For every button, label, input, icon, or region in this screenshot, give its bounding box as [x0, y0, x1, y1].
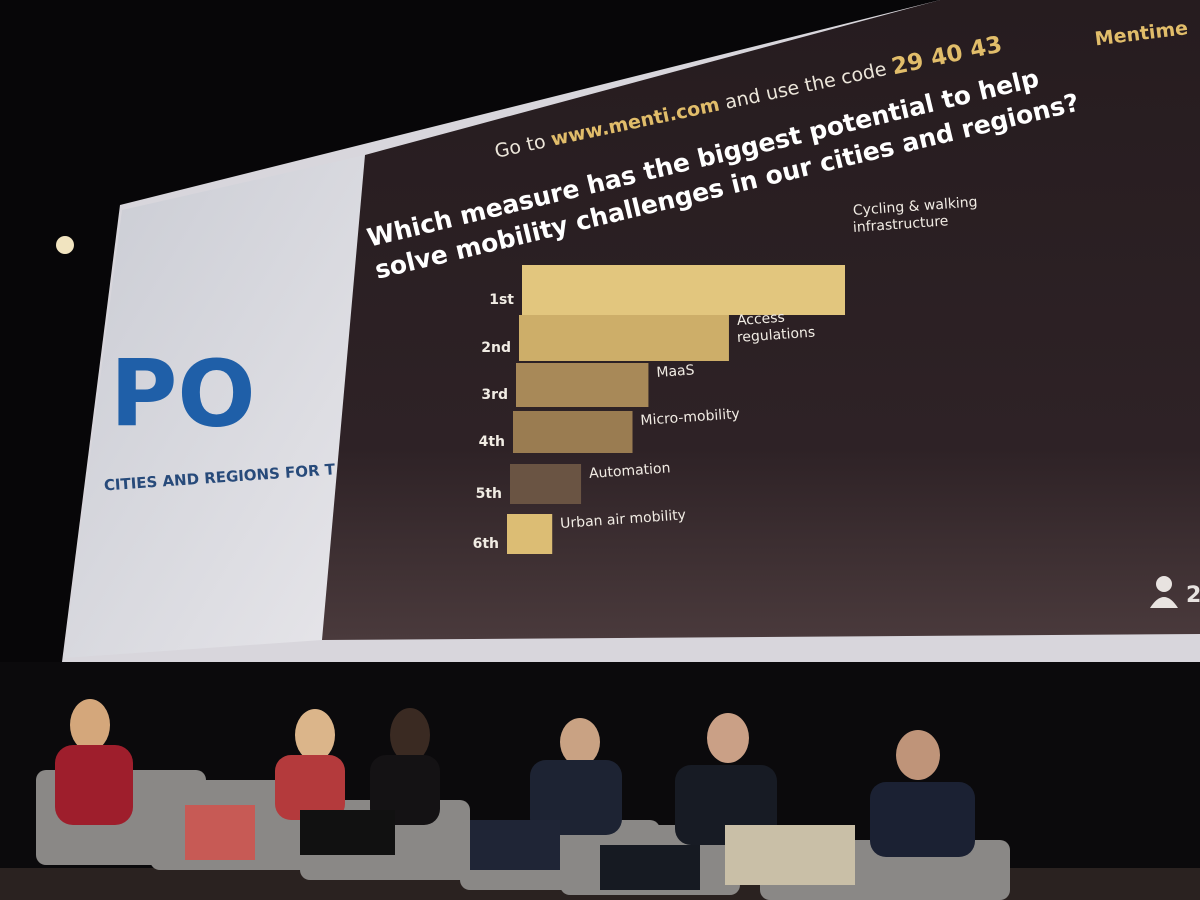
logo-mark: PO	[110, 340, 256, 447]
rank-label: 5th	[476, 486, 502, 502]
bar	[516, 363, 649, 407]
option-label: Access	[736, 310, 785, 329]
bar	[519, 315, 729, 361]
bar	[507, 514, 553, 554]
photo-panel	[64, 155, 365, 658]
rank-label: 4th	[479, 434, 505, 450]
bar	[513, 411, 633, 453]
participants-icon	[1150, 597, 1178, 608]
option-label: MaaS	[656, 362, 695, 381]
participants-icon	[1156, 576, 1172, 592]
option-label: Micro-mobility	[640, 406, 740, 429]
option-label: regulations	[736, 325, 815, 346]
participants-count: 2	[1186, 583, 1200, 608]
rank-label: 1st	[489, 292, 514, 308]
rank-label: 6th	[473, 536, 499, 552]
spotlight	[56, 236, 74, 254]
bar	[522, 265, 845, 315]
rank-label: 3rd	[481, 387, 508, 403]
panelists	[55, 699, 975, 890]
option-label: Automation	[589, 460, 671, 482]
rank-label: 2nd	[481, 340, 511, 356]
bar	[510, 464, 582, 504]
option-label: infrastructure	[852, 213, 948, 236]
